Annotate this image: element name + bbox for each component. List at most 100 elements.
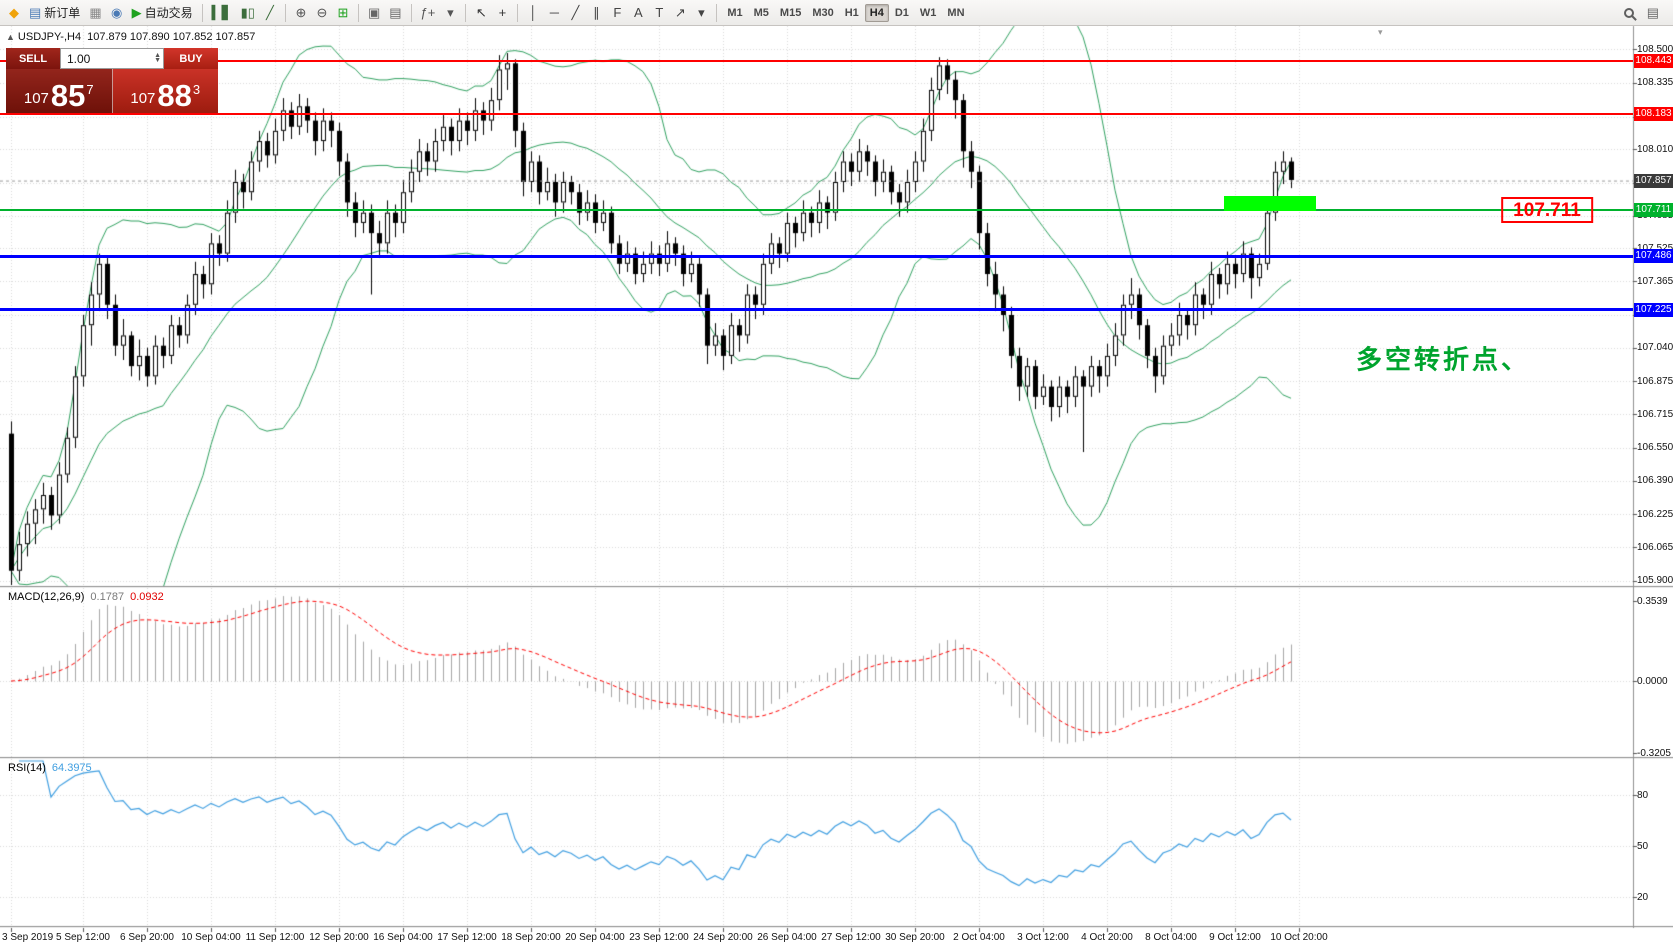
pivot-line[interactable]	[0, 209, 1633, 212]
chart-ohlc-values: 107.879 107.890 107.852 107.857	[87, 31, 256, 43]
macd-signal-value: 0.0932	[130, 591, 164, 603]
trendline-button[interactable]: ╱	[565, 3, 585, 23]
rsi-axis-label: 50	[1637, 840, 1649, 852]
resistance-line-2[interactable]	[0, 112, 1633, 115]
price-axis-label: 106.225	[1637, 508, 1673, 520]
volume-down-button[interactable]: ▼	[154, 56, 161, 64]
chart-shift-marker[interactable]: ▾	[1378, 27, 1383, 37]
macd-axis-label: -0.3205	[1637, 747, 1671, 759]
volume-value[interactable]: 1.00	[67, 51, 91, 66]
vertical-line-button[interactable]: │	[523, 3, 543, 23]
price-axis-label: 108.335	[1637, 77, 1673, 89]
price-axis-label: 106.875	[1637, 375, 1673, 387]
objects-list-icon: ▾	[447, 5, 454, 20]
timeframe-mn-button[interactable]: MN	[947, 6, 965, 19]
sell-button[interactable]: SELL	[6, 48, 60, 69]
current-price-badge: 107.857	[1634, 173, 1673, 188]
timeframe-m30-button[interactable]: M30	[812, 6, 834, 19]
autotrading-button[interactable]: ▶ 自动交易	[128, 3, 197, 23]
horizontal-line-button[interactable]: ─	[544, 3, 564, 23]
volume-up-button[interactable]: ▲	[154, 52, 161, 60]
macd-indicator-label: MACD(12,26,9) 0.1787 0.0932	[8, 591, 164, 603]
time-axis-label: 3 Sep 2019	[2, 932, 54, 943]
time-axis-label: 17 Sep 12:00	[437, 932, 497, 943]
timeframe-m1-button[interactable]: M1	[727, 6, 743, 19]
rsi-name: RSI(14)	[8, 762, 46, 774]
time-axis-label: 23 Sep 12:00	[629, 932, 689, 943]
timeframe-w1-button[interactable]: W1	[919, 6, 937, 19]
zoom-in-button[interactable]: ⊕	[291, 3, 311, 23]
indicators-button[interactable]: ƒ+	[417, 3, 440, 23]
timeframe-m5-button[interactable]: M5	[753, 6, 769, 19]
new-chart-button[interactable]: ▣	[364, 3, 384, 23]
chart-line-button[interactable]: ╱	[260, 3, 280, 23]
cursor-button[interactable]: ↖	[471, 3, 491, 23]
price-axis-label: 106.715	[1637, 408, 1673, 420]
support-line-1[interactable]	[0, 254, 1633, 258]
chart-list-icon: ▤	[1646, 5, 1659, 20]
timeframe-m15-button[interactable]: M15	[779, 6, 802, 19]
timeframe-d1-button[interactable]: D1	[894, 6, 909, 19]
price-axis-label: 106.065	[1637, 541, 1673, 553]
search-button[interactable]	[1619, 3, 1639, 23]
text-button[interactable]: A	[628, 3, 648, 23]
community-button[interactable]: ◉	[107, 3, 127, 23]
chart-bars-button[interactable]: ▍▋	[208, 3, 236, 23]
new-order-button[interactable]: ▤ 新订单	[25, 3, 84, 23]
autotrading-label: 自动交易	[144, 6, 193, 20]
chart-window-button[interactable]: ▦	[85, 3, 105, 23]
note-annotation[interactable]: 多空转折点、	[1355, 344, 1531, 375]
time-axis-label: 27 Sep 12:00	[821, 932, 881, 943]
zoom-in-icon: ⊕	[295, 5, 307, 20]
text-label-button[interactable]: T	[649, 3, 669, 23]
chart-candles-button[interactable]: ▮▯	[237, 3, 259, 23]
sell-price-panel[interactable]: 107 85 7	[6, 69, 113, 113]
fibonacci-button[interactable]: F	[607, 3, 627, 23]
resistance-line-1[interactable]	[0, 59, 1633, 62]
time-axis-label: 24 Sep 20:00	[693, 932, 753, 943]
time-axis-label: 10 Oct 20:00	[1270, 932, 1328, 943]
price-annotation-label[interactable]: 107.711	[1501, 196, 1593, 223]
price-axis-label: 108.500	[1637, 43, 1673, 55]
highlight-zone[interactable]	[1224, 195, 1316, 212]
toolbar: ◆ ▤ 新订单 ▦ ◉ ▶ 自动交易 ▍▋ ▮▯ ╱ ⊕ ⊖ ⊞ ▣ ▤ ƒ+ ▾ ↖ + │ ─ ╱ ∥ F A T ↗ ▾ M1 M5…	[0, 0, 1673, 26]
one-click-collapse-icon[interactable]: ▲	[6, 32, 15, 42]
buy-price-big: 88	[157, 77, 192, 113]
channel-icon: ∥	[593, 5, 600, 20]
chart-list-button[interactable]: ▤	[1643, 3, 1663, 23]
buy-button[interactable]: BUY	[164, 48, 218, 69]
channel-button[interactable]: ∥	[586, 3, 606, 23]
sell-price-sup: 7	[86, 82, 94, 97]
new-order-label: 新订单	[44, 6, 81, 20]
timeframe-h4-button[interactable]: H4	[864, 3, 889, 22]
profiles-button[interactable]: ▤	[385, 3, 405, 23]
objects-list-button[interactable]: ▾	[440, 3, 460, 23]
macd-axis-label: 0.3539	[1637, 595, 1668, 607]
buy-price-panel[interactable]: 107 88 3	[112, 69, 218, 113]
time-axis-label: 3 Oct 12:00	[1017, 932, 1069, 943]
arrows-button[interactable]: ↗	[670, 3, 690, 23]
volume-field[interactable]: 1.00 ▲ ▼	[60, 48, 164, 69]
pivot-line-price-badge: 107.711	[1634, 203, 1673, 218]
crosshair-button[interactable]: +	[492, 3, 512, 23]
tile-windows-button[interactable]: ⊞	[333, 3, 353, 23]
chart-candles-icon: ▮▯	[240, 5, 255, 20]
support-line-2[interactable]	[0, 308, 1633, 312]
resistance-line-1-price-badge: 108.443	[1634, 53, 1673, 68]
timeframe-h1-button[interactable]: H1	[844, 6, 859, 19]
cursor-icon: ↖	[475, 5, 487, 20]
objects-dropdown-button[interactable]: ▾	[691, 3, 711, 23]
chart-title: ▲ USDJPY-,H4 107.879 107.890 107.852 107.8…	[6, 31, 255, 43]
macd-axis-label: 0.0000	[1637, 675, 1668, 687]
app-logo-button[interactable]: ◆	[4, 3, 24, 23]
zoom-out-button[interactable]: ⊖	[312, 3, 332, 23]
app-logo-icon: ◆	[9, 5, 19, 20]
rsi-axis-label: 20	[1637, 891, 1649, 903]
price-axis-label: 108.010	[1637, 143, 1673, 155]
price-axis-label: 106.390	[1637, 475, 1673, 487]
vertical-line-icon: │	[529, 5, 538, 20]
price-axis-label: 105.900	[1637, 575, 1673, 587]
